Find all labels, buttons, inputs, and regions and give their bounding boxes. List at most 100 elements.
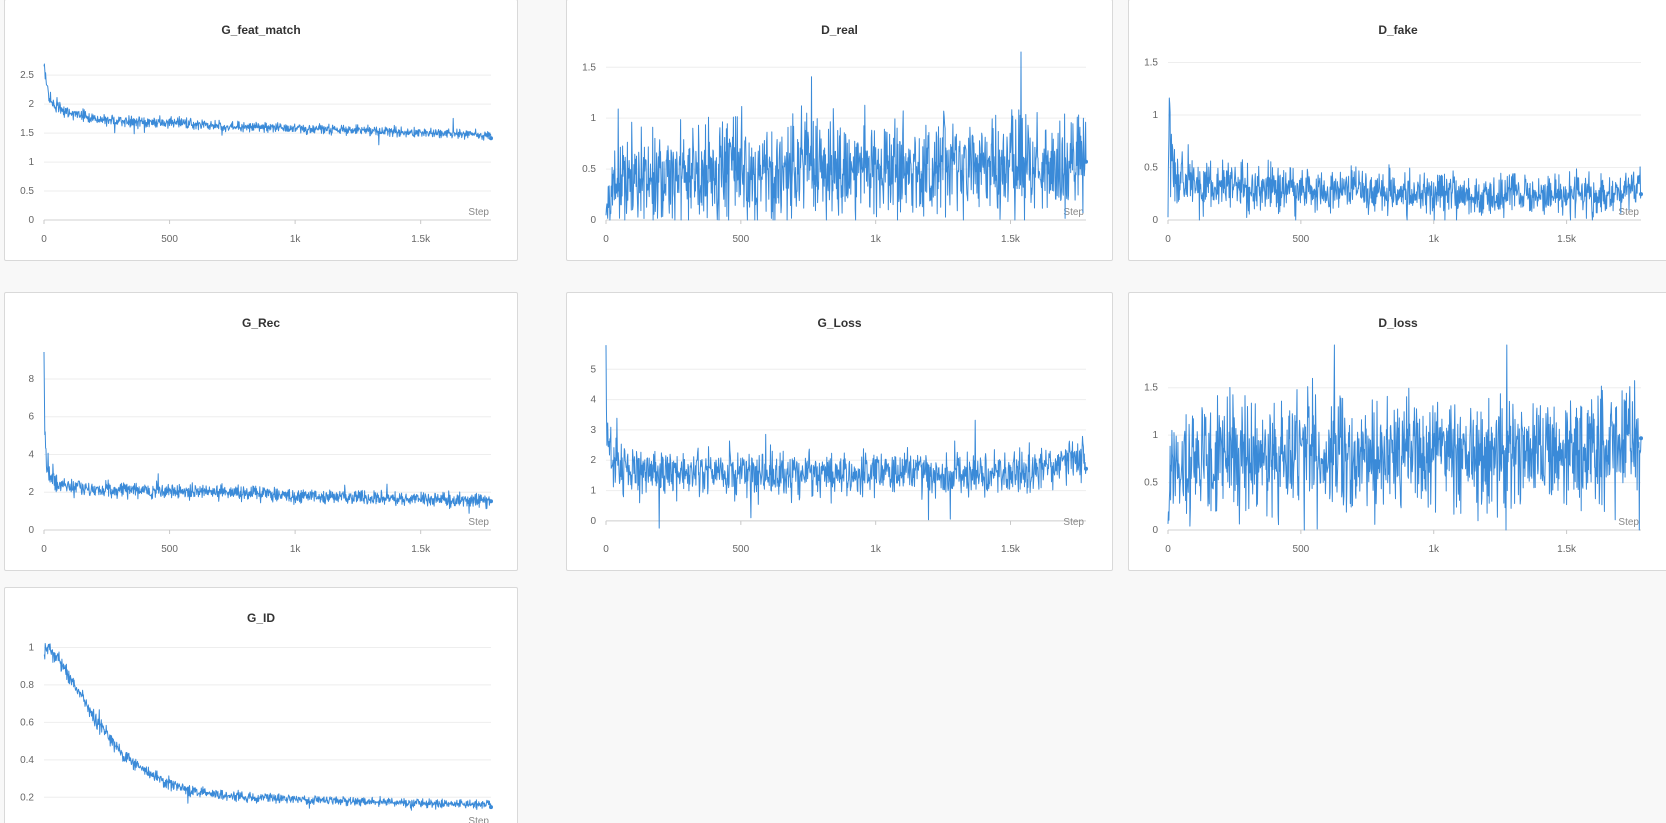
x-tick-label: 0	[41, 544, 47, 555]
series-end-point	[1084, 159, 1088, 164]
chart-svg: G_ID 0.2 0.4 0.6 0.8 1 Step	[20, 611, 493, 823]
chart-svg: G_Loss 0 1 2 3 4 5 0 500 1k 1.5k Step	[590, 316, 1088, 555]
x-tick-label: 1k	[290, 234, 302, 245]
y-tick-label: 1.5	[20, 128, 34, 139]
series-end-point	[489, 805, 493, 810]
chart-svg: D_loss 0 0.5 1 1.5 0 500 1k 1.5k Step	[1144, 316, 1643, 555]
x-tick-label: 1.5k	[1001, 544, 1021, 555]
chart-svg: D_real 0 0.5 1 1.5 0 500 1k 1.5k Step	[582, 23, 1088, 245]
y-tick-label: 0	[28, 215, 34, 226]
x-tick-label: 1.5k	[411, 234, 431, 245]
y-tick-label: 2	[28, 99, 34, 110]
x-tick-label: 1k	[1428, 544, 1440, 555]
y-tick-label: 1	[1152, 110, 1158, 121]
y-tick-label: 1.5	[1144, 58, 1158, 69]
y-tick-label: 1	[28, 157, 34, 168]
series-end-point	[489, 499, 493, 504]
y-tick-label: 2	[28, 487, 34, 498]
x-axis-label: Step	[468, 207, 489, 218]
y-tick-label: 0.5	[1144, 478, 1158, 489]
series-line-d-real	[605, 51, 1087, 221]
y-tick-label: 0.2	[20, 792, 34, 803]
y-tick-label: 5	[590, 364, 596, 375]
chart-svg: G_feat_match 0 0.5 1 1.5 2 2.5 0 500 1k 1.5k Step	[20, 23, 493, 245]
x-tick-label: 0	[41, 234, 47, 245]
x-tick-label: 0	[603, 544, 609, 555]
series-line-g-id	[43, 643, 492, 811]
y-tick-label: 0	[590, 215, 596, 226]
x-axis-label: Step	[468, 816, 489, 823]
y-tick-label: 1.5	[582, 62, 596, 73]
y-tick-label: 1	[590, 486, 596, 497]
y-tick-label: 1.5	[1144, 383, 1158, 394]
x-axis-label: Step	[468, 517, 489, 528]
y-tick-label: 2.5	[20, 70, 34, 81]
series-end-point	[1639, 436, 1643, 441]
x-tick-label: 500	[732, 544, 749, 555]
x-tick-label: 0	[1165, 234, 1171, 245]
x-tick-label: 0	[603, 234, 609, 245]
x-tick-label: 500	[161, 234, 178, 245]
x-tick-label: 500	[1293, 234, 1310, 245]
x-axis-label: Step	[1618, 207, 1639, 218]
series-end-point	[489, 136, 493, 141]
y-tick-label: 0.6	[20, 717, 34, 728]
y-tick-label: 8	[28, 374, 34, 385]
chart-panel-g-rec[interactable]: G_Rec 0 2 4 6 8 0 500 1k 1.5k Step	[4, 292, 518, 571]
y-tick-label: 4	[28, 449, 34, 460]
series-end-point	[1639, 192, 1643, 197]
chart-svg: G_Rec 0 2 4 6 8 0 500 1k 1.5k Step	[28, 316, 493, 555]
chart-title: D_fake	[1378, 23, 1418, 37]
y-tick-label: 1	[28, 642, 34, 653]
series-line-g-rec	[43, 351, 492, 514]
y-tick-label: 0.8	[20, 680, 34, 691]
chart-panel-d-fake[interactable]: D_fake 0 0.5 1 1.5 0 500 1k 1.5k Step	[1128, 0, 1666, 261]
x-axis-label: Step	[1063, 207, 1084, 218]
chart-title: D_loss	[1378, 316, 1418, 330]
y-tick-label: 3	[590, 425, 596, 436]
x-tick-label: 500	[1293, 544, 1310, 555]
y-tick-label: 1	[1152, 430, 1158, 441]
y-tick-label: 6	[28, 412, 34, 423]
chart-panel-g-id[interactable]: G_ID 0.2 0.4 0.6 0.8 1 Step	[4, 587, 518, 823]
chart-title: G_ID	[247, 611, 275, 625]
x-tick-label: 500	[161, 544, 178, 555]
chart-panel-g-feat-match[interactable]: G_feat_match 0 0.5 1 1.5 2 2.5 0 500 1k 1.5k Step	[4, 0, 518, 261]
series-line-g-feat-match	[43, 63, 492, 146]
x-tick-label: 1k	[870, 234, 882, 245]
y-tick-label: 0.5	[20, 186, 34, 197]
y-tick-label: 0.5	[1144, 163, 1158, 174]
y-tick-label: 0.5	[582, 164, 596, 175]
x-tick-label: 1.5k	[1001, 234, 1021, 245]
chart-title: G_Loss	[817, 316, 861, 330]
chart-panel-g-loss[interactable]: G_Loss 0 1 2 3 4 5 0 500 1k 1.5k Step	[566, 292, 1113, 571]
y-tick-label: 0	[1152, 215, 1158, 226]
series-line-d-loss	[1167, 344, 1642, 531]
x-tick-label: 1.5k	[411, 544, 431, 555]
chart-svg: D_fake 0 0.5 1 1.5 0 500 1k 1.5k Step	[1144, 23, 1643, 245]
y-tick-label: 0.4	[20, 755, 34, 766]
series-end-point	[1084, 466, 1088, 471]
chart-panel-d-loss[interactable]: D_loss 0 0.5 1 1.5 0 500 1k 1.5k Step	[1128, 292, 1666, 571]
y-tick-label: 1	[590, 113, 596, 124]
x-tick-label: 1.5k	[1557, 544, 1577, 555]
y-tick-label: 0	[28, 525, 34, 536]
chart-title: G_Rec	[242, 316, 280, 330]
x-tick-label: 1k	[1428, 234, 1440, 245]
chart-panel-d-real[interactable]: D_real 0 0.5 1 1.5 0 500 1k 1.5k Step	[566, 0, 1113, 261]
series-line-d-fake	[1167, 97, 1642, 221]
x-tick-label: 1k	[870, 544, 882, 555]
y-tick-label: 0	[1152, 525, 1158, 536]
chart-title: D_real	[821, 23, 858, 37]
y-tick-label: 0	[590, 516, 596, 527]
x-tick-label: 500	[732, 234, 749, 245]
y-tick-label: 4	[590, 395, 596, 406]
series-line-g-loss	[605, 345, 1087, 529]
x-axis-label: Step	[1063, 517, 1084, 528]
x-tick-label: 1k	[290, 544, 302, 555]
x-axis-label: Step	[1618, 517, 1639, 528]
x-tick-label: 0	[1165, 544, 1171, 555]
y-tick-label: 2	[590, 455, 596, 466]
chart-title: G_feat_match	[221, 23, 300, 37]
